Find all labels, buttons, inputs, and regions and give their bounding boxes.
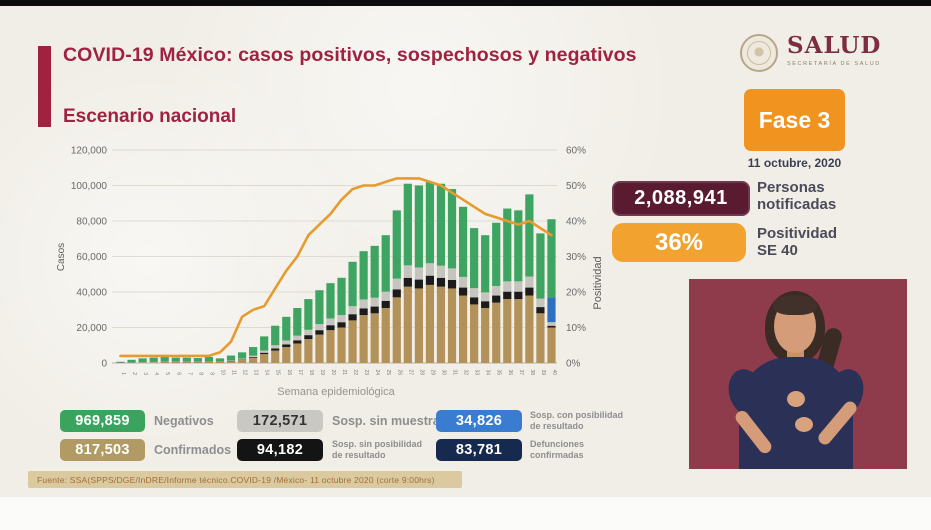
notified-persons-label: Personas notificadas xyxy=(757,179,837,214)
svg-text:40%: 40% xyxy=(566,217,586,228)
svg-text:19: 19 xyxy=(319,369,325,375)
svg-text:32: 32 xyxy=(463,369,469,375)
svg-text:50%: 50% xyxy=(566,181,586,192)
title-accent-bar xyxy=(38,46,51,127)
svg-text:36: 36 xyxy=(507,369,513,375)
svg-text:10%: 10% xyxy=(566,323,586,334)
negativos-value-badge: 969,859 xyxy=(60,410,145,432)
logo-subtitle: SECRETARÍA DE SALUD xyxy=(787,61,881,67)
svg-text:27: 27 xyxy=(407,369,413,375)
svg-text:20%: 20% xyxy=(566,288,586,299)
interpreter-hand xyxy=(787,391,805,407)
svg-text:24: 24 xyxy=(374,369,380,375)
sign-language-interpreter-video xyxy=(687,277,909,471)
svg-text:11: 11 xyxy=(231,370,237,375)
positivity-badge: 36% xyxy=(612,223,746,262)
svg-text:13: 13 xyxy=(253,369,259,375)
svg-text:Casos: Casos xyxy=(56,243,67,271)
sosp-sin-muestra-value-badge: 172,571 xyxy=(237,410,323,432)
government-seal-icon xyxy=(740,34,778,72)
svg-text:100,000: 100,000 xyxy=(71,181,108,192)
svg-text:40: 40 xyxy=(551,369,557,375)
svg-text:39: 39 xyxy=(540,369,546,375)
svg-text:33: 33 xyxy=(474,369,480,375)
svg-text:26: 26 xyxy=(396,369,402,375)
page-title: COVID-19 México: casos positivos, sospec… xyxy=(63,44,637,66)
positivity-label: Positividad SE 40 xyxy=(757,225,838,260)
sosp-sin-posibilidad-value-badge: 94,182 xyxy=(237,439,323,461)
report-date: 11 octubre, 2020 xyxy=(747,156,842,170)
svg-text:25: 25 xyxy=(385,369,391,375)
svg-text:16: 16 xyxy=(286,369,292,375)
epidemic-week-chart: 0 20,000 40,000 60,000 80,000 100,000 120,000 0… xyxy=(50,133,630,410)
svg-text:6: 6 xyxy=(175,372,181,375)
section-title: Escenario nacional xyxy=(63,106,237,127)
svg-text:12: 12 xyxy=(242,369,248,375)
svg-text:38: 38 xyxy=(529,369,535,375)
svg-text:80,000: 80,000 xyxy=(76,217,107,228)
interpreter-hand xyxy=(795,417,813,432)
sosp-con-posibilidad-value-badge: 34,826 xyxy=(436,410,522,432)
svg-text:0: 0 xyxy=(101,359,107,370)
phase-badge: Fase 3 xyxy=(744,89,845,151)
svg-text:60%: 60% xyxy=(566,146,586,157)
svg-text:7: 7 xyxy=(186,372,192,375)
svg-text:9: 9 xyxy=(208,372,214,375)
sosp-con-posibilidad-label: Sosp. con posibilidad de resultado xyxy=(530,410,624,431)
sosp-sin-muestra-label: Sosp. sin muestra xyxy=(332,414,440,428)
confirmados-label: Confirmados xyxy=(154,443,232,457)
svg-text:3: 3 xyxy=(142,372,148,375)
svg-text:23: 23 xyxy=(363,369,369,375)
svg-text:37: 37 xyxy=(518,369,524,375)
source-text: Fuente: SSA(SPPS/DGE/InDRE/Informe técni… xyxy=(37,474,435,485)
svg-text:35: 35 xyxy=(496,369,502,375)
bottom-margin xyxy=(0,497,931,530)
svg-text:10: 10 xyxy=(219,369,225,375)
svg-text:21: 21 xyxy=(341,369,347,375)
negativos-label: Negativos xyxy=(154,414,214,428)
svg-text:17: 17 xyxy=(297,369,303,375)
svg-text:1: 1 xyxy=(120,372,126,375)
svg-text:20: 20 xyxy=(330,369,336,375)
svg-text:15: 15 xyxy=(275,369,281,375)
svg-text:5: 5 xyxy=(164,372,170,375)
stacked-bar-line-chart: 0 20,000 40,000 60,000 80,000 100,000 120,000 0… xyxy=(56,146,604,399)
svg-text:120,000: 120,000 xyxy=(71,146,108,157)
svg-text:30: 30 xyxy=(440,369,446,375)
svg-text:22: 22 xyxy=(352,369,358,375)
svg-text:40,000: 40,000 xyxy=(76,288,107,299)
svg-text:14: 14 xyxy=(264,369,270,375)
source-bar: Fuente: SSA(SPPS/DGE/InDRE/Informe técni… xyxy=(28,471,462,488)
salud-logo: SALUD SECRETARÍA DE SALUD xyxy=(740,34,881,72)
defunciones-label: Defunciones confirmadas xyxy=(530,439,585,460)
svg-text:31: 31 xyxy=(452,369,458,375)
svg-text:30%: 30% xyxy=(566,252,586,263)
svg-text:4: 4 xyxy=(153,372,159,375)
svg-text:20,000: 20,000 xyxy=(76,323,107,334)
confirmados-value-badge: 817,503 xyxy=(60,439,145,461)
svg-text:18: 18 xyxy=(308,369,314,375)
notified-persons-badge: 2,088,941 xyxy=(612,181,750,216)
video-letterbox-bar xyxy=(0,0,931,6)
svg-text:8: 8 xyxy=(197,372,203,375)
svg-text:29: 29 xyxy=(429,369,435,375)
svg-text:60,000: 60,000 xyxy=(76,252,107,263)
defunciones-value-badge: 83,781 xyxy=(436,439,522,461)
svg-text:0%: 0% xyxy=(566,359,581,370)
sosp-sin-posibilidad-label: Sosp. sin posibilidad de resultado xyxy=(332,439,423,460)
svg-text:2: 2 xyxy=(131,372,137,375)
interpreter-hair-fringe xyxy=(773,295,817,315)
logo-name: SALUD xyxy=(787,32,882,59)
interpreter-torso xyxy=(739,357,853,469)
svg-text:Positividad: Positividad xyxy=(592,256,604,309)
svg-text:28: 28 xyxy=(418,369,424,375)
svg-text:34: 34 xyxy=(485,369,491,375)
svg-text:Semana epidemiológica: Semana epidemiológica xyxy=(277,386,395,398)
